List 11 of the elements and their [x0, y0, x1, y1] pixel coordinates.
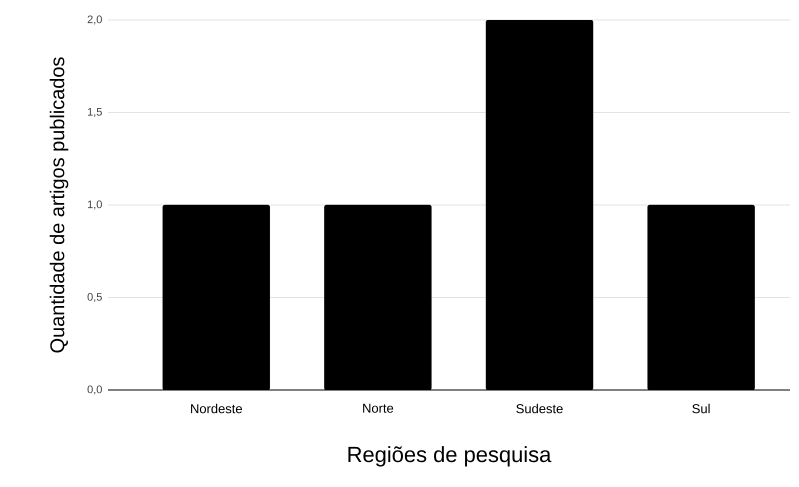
- x-tick-label: Nordeste: [191, 404, 242, 414]
- y-tick-label: 0,0: [88, 385, 102, 395]
- x-axis-title: Regiões de pesquisa: [348, 446, 552, 467]
- y-tick-label: 1,5: [88, 108, 102, 117]
- x-tick-label: Sul: [692, 404, 710, 414]
- y-axis-title: Quantidade de artigos publicados: [50, 57, 68, 352]
- x-tick-label: Sudeste: [516, 404, 563, 414]
- x-tick-label: Norte: [363, 404, 394, 413]
- y-tick-label: 2,0: [88, 15, 102, 25]
- y-tick-label: 0,5: [88, 292, 102, 302]
- y-tick-label: 1,0: [88, 200, 102, 210]
